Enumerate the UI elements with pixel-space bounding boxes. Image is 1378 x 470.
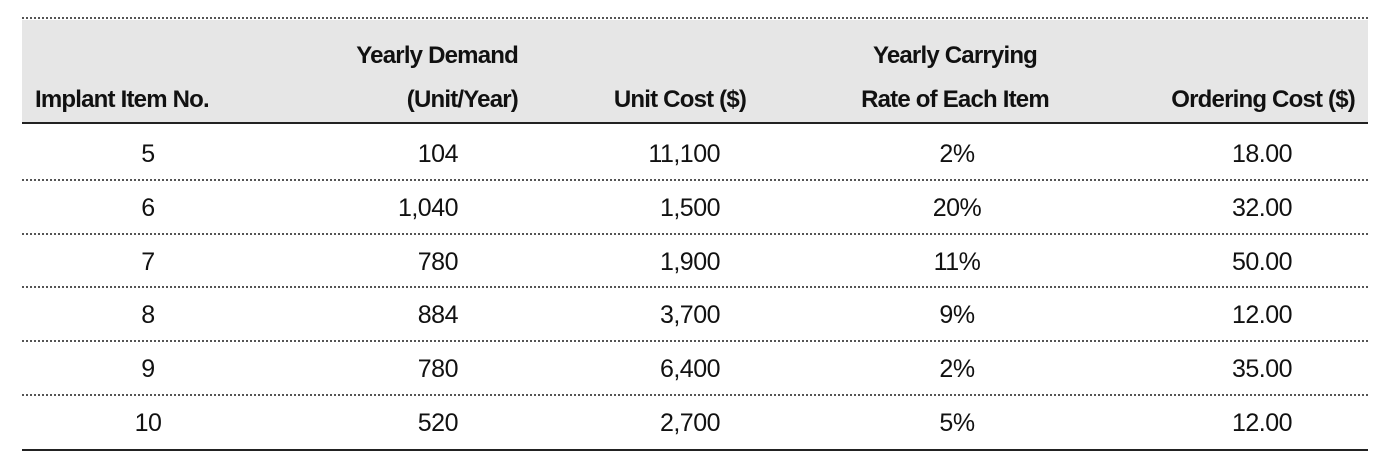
table-cell: 1,040 (397, 193, 459, 222)
column-header: Implant Item No. (35, 86, 210, 113)
table-cell: 8 (141, 301, 155, 330)
table-cell: 5% (939, 409, 975, 437)
column-header: (Unit/Year) (406, 86, 519, 113)
column-header: Yearly Carrying (872, 42, 1038, 69)
table-cell: 2% (939, 355, 975, 384)
table-cell: 11% (933, 247, 981, 276)
header-background (22, 20, 1368, 123)
table-cell: 7 (141, 247, 155, 276)
table-cell: 2,700 (659, 409, 721, 437)
row-separator (22, 178, 1368, 181)
table-cell: 780 (417, 247, 459, 276)
table-cell: 1,900 (659, 247, 721, 276)
header-rule (22, 122, 1368, 124)
table-cell: 50.00 (1231, 247, 1293, 276)
table-cell: 35.00 (1231, 355, 1293, 384)
bottom-rule (22, 449, 1368, 451)
table-cell: 104 (417, 140, 459, 168)
table-cell: 12.00 (1231, 301, 1293, 330)
table-cell: 18.00 (1231, 140, 1293, 168)
table-cell: 884 (417, 301, 459, 330)
table-cell: 6 (141, 193, 155, 222)
table-cell: 9 (141, 355, 155, 384)
column-header: Rate of Each Item (861, 86, 1050, 113)
table-cell: 10 (134, 409, 162, 437)
table-cell: 5 (141, 140, 155, 168)
column-header: Ordering Cost ($) (1171, 86, 1356, 113)
table-cell: 780 (417, 355, 459, 384)
table-cell: 9% (939, 301, 975, 330)
row-separator (22, 394, 1368, 396)
top-rule (22, 17, 1368, 19)
table-cell: 520 (417, 409, 459, 437)
table-cell: 12.00 (1231, 409, 1293, 437)
row-separator (22, 286, 1368, 289)
column-header: Unit Cost ($) (613, 86, 747, 113)
row-separator (22, 340, 1368, 343)
table-cell: 20% (932, 193, 982, 222)
row-separator (22, 232, 1368, 235)
column-header: Yearly Demand (356, 42, 519, 69)
table-cell: 11,100 (648, 140, 720, 168)
table-cell: 6,400 (659, 355, 721, 384)
table-cell: 2% (939, 140, 975, 168)
table-cell: 32.00 (1231, 193, 1293, 222)
table-cell: 3,700 (659, 301, 721, 330)
table-cell: 1,500 (659, 193, 721, 222)
